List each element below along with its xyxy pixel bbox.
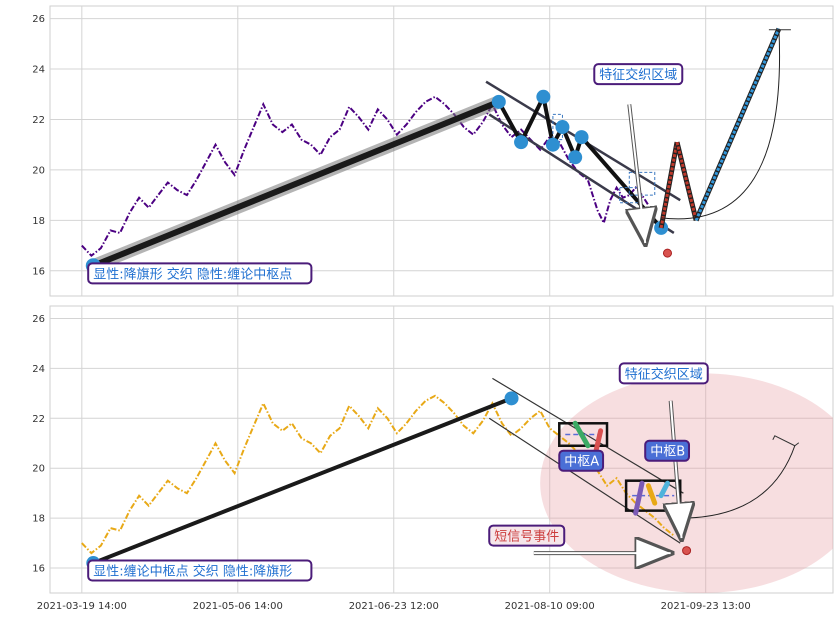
x-tick-label: 2021-08-10 09:00: [505, 601, 595, 612]
annotation-label-box: [87, 262, 313, 285]
annotation-label: 显性:降旗形 交织 隐性:缠论中枢点: [87, 262, 313, 285]
pivot-point: [568, 150, 583, 165]
y-tick-label: 24: [32, 65, 45, 76]
pivot-marker-box: [628, 171, 656, 196]
y-tick-label: 16: [32, 564, 45, 575]
channel-line: [492, 377, 684, 494]
y-tick-label: 20: [32, 464, 45, 475]
annotation-label: 特征交织区域: [618, 362, 709, 385]
feature-region-ellipse: [540, 373, 833, 593]
y-tick-label: 26: [32, 314, 45, 325]
x-tick-label: 2021-09-23 13:00: [661, 601, 751, 612]
pivot-point: [536, 89, 551, 104]
pivot-label-box: [644, 439, 691, 462]
end-point: [504, 391, 519, 406]
feature-arrow: [669, 400, 683, 539]
y-tick-label: 16: [32, 266, 45, 277]
target-curve: [661, 28, 781, 220]
annotation-label-text: 显性:缠论中枢点 交织 隐性:降旗形: [93, 564, 292, 580]
channel-line: [488, 417, 681, 544]
y-tick-label: 22: [32, 115, 45, 126]
pivot-stroke: [645, 483, 658, 506]
price-series-line: [81, 394, 675, 555]
annotation-label-text: 特征交织区域: [625, 366, 703, 382]
top-chart-panel: 16 18 20 22 24 26 显性:降旗形 交织 隐性:缠论中枢点 特征交织区域: [32, 5, 834, 297]
pivot-label-box: [558, 449, 605, 472]
annotation-label-box: [618, 362, 709, 385]
signal-label-text: 短信号事件: [494, 530, 559, 545]
annotation-label-text: 特征交织区域: [599, 67, 677, 83]
projection-segment: [694, 28, 781, 221]
signal-point: [662, 248, 672, 258]
signal-label-box: [488, 524, 566, 547]
y-tick-label: 22: [32, 414, 45, 425]
pivot-label: 中枢B: [644, 439, 691, 462]
projection-outline: [674, 141, 699, 221]
pivot-label: 中枢A: [558, 449, 605, 472]
pivot-point: [574, 130, 589, 145]
target-curve: [680, 445, 796, 519]
signal-label: 短信号事件: [488, 524, 566, 547]
annotation-label-box: [87, 559, 313, 582]
plot-area: [49, 305, 834, 594]
y-tick-label: 26: [32, 14, 45, 25]
pivot-point: [545, 137, 560, 152]
pivot-point: [555, 120, 570, 135]
x-tick-label: 2021-06-23 12:00: [349, 601, 439, 612]
pivot-label-text: 中枢A: [564, 455, 599, 470]
pivot-box: [624, 479, 682, 512]
trend-line: [92, 99, 500, 269]
pivot-label-text: 中枢B: [650, 445, 685, 460]
annotation-label-box: [593, 63, 684, 86]
pivot-point: [491, 94, 506, 109]
y-tick-label: 24: [32, 364, 45, 375]
annotation-label: 特征交织区域: [593, 63, 684, 86]
y-tick-label: 18: [32, 514, 45, 525]
plot-content: [81, 27, 791, 274]
x-axis-tick-labels: 2021-03-19 14:00 2021-05-06 14:00 2021-06-…: [37, 601, 751, 612]
y-tick-label: 18: [32, 216, 45, 227]
pivot-point: [514, 135, 529, 150]
y-tick-label: 20: [32, 165, 45, 176]
annotation-label: 显性:缠论中枢点 交织 隐性:降旗形: [87, 559, 313, 582]
pivot-stroke: [572, 420, 591, 449]
x-tick-label: 2021-03-19 14:00: [37, 601, 127, 612]
annotation-label-text: 显性:降旗形 交织 隐性:缠论中枢点: [93, 266, 292, 282]
projection-segment: [659, 141, 679, 229]
x-tick-label: 2021-05-06 14:00: [193, 601, 283, 612]
pivot-box: [558, 422, 609, 448]
pivot-stroke: [633, 480, 645, 516]
feature-arrow: [628, 104, 647, 244]
plot-area: [49, 5, 834, 297]
pivot-stroke: [658, 480, 670, 499]
signal-point: [682, 546, 692, 556]
trend-line: [92, 396, 513, 565]
target-cap: [772, 435, 800, 447]
